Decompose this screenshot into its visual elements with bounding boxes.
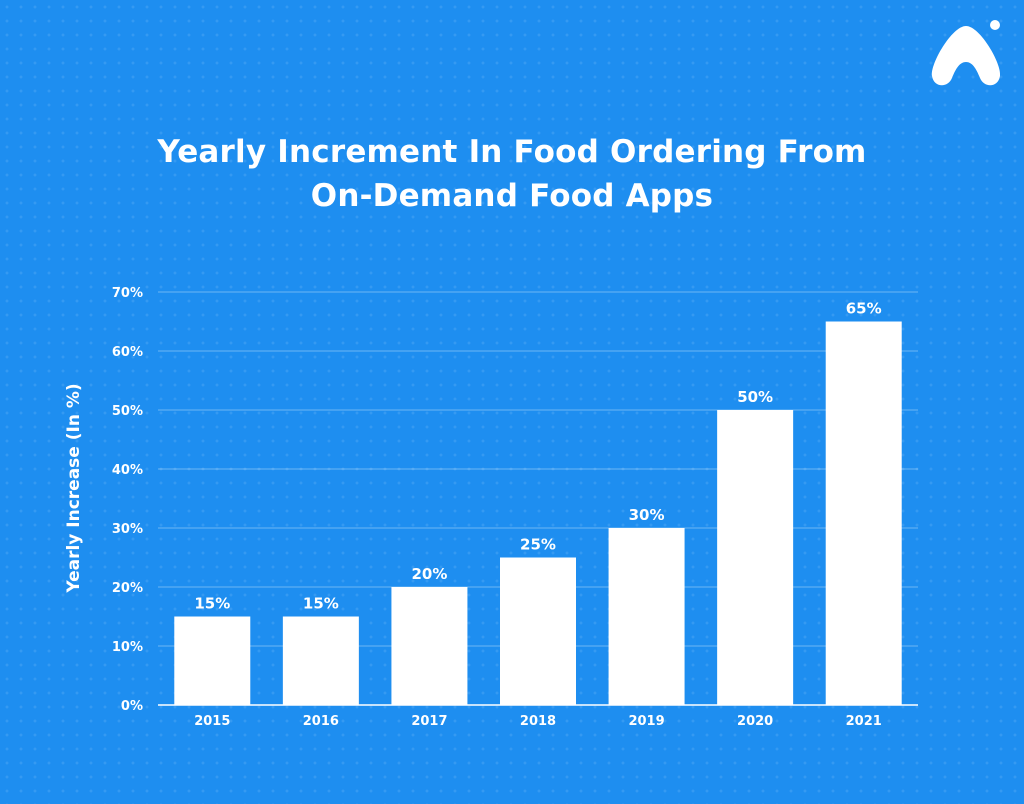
bar <box>282 616 359 705</box>
y-tick-label: 60% <box>112 345 143 360</box>
data-label: 65% <box>846 300 882 318</box>
data-label: 15% <box>303 595 339 613</box>
y-tick-label: 30% <box>112 522 143 537</box>
bar <box>608 528 685 705</box>
y-tick-label: 20% <box>112 581 143 596</box>
data-label: 25% <box>520 536 556 554</box>
bar <box>500 557 576 705</box>
bar <box>825 321 902 705</box>
chart-title: Yearly Increment In Food Ordering From O… <box>0 130 1024 218</box>
y-tick-label: 70% <box>112 286 143 301</box>
x-tick-label: 2015 <box>194 714 230 729</box>
data-label: 15% <box>194 595 230 613</box>
bar <box>174 616 251 705</box>
data-label: 50% <box>737 388 773 406</box>
brand-logo-icon <box>931 20 1001 86</box>
chart-title-line-2: On-Demand Food Apps <box>310 178 714 214</box>
x-tick-label: 2021 <box>846 714 882 729</box>
bar <box>391 587 468 705</box>
data-label: 30% <box>629 506 665 524</box>
y-axis-label: Yearly Increase (In %) <box>64 383 84 593</box>
x-tick-label: 2020 <box>737 714 773 729</box>
y-tick-label: 0% <box>121 699 143 714</box>
y-tick-label: 10% <box>112 640 143 655</box>
y-tick-label: 40% <box>112 463 143 478</box>
chart-title-line-1: Yearly Increment In Food Ordering From <box>157 134 867 170</box>
x-tick-label: 2019 <box>628 714 664 729</box>
x-tick-label: 2018 <box>520 714 556 729</box>
x-tick-label: 2017 <box>411 714 447 729</box>
bar <box>717 410 794 705</box>
y-tick-label: 50% <box>112 404 143 419</box>
data-label: 20% <box>411 565 447 583</box>
x-tick-label: 2016 <box>303 714 339 729</box>
